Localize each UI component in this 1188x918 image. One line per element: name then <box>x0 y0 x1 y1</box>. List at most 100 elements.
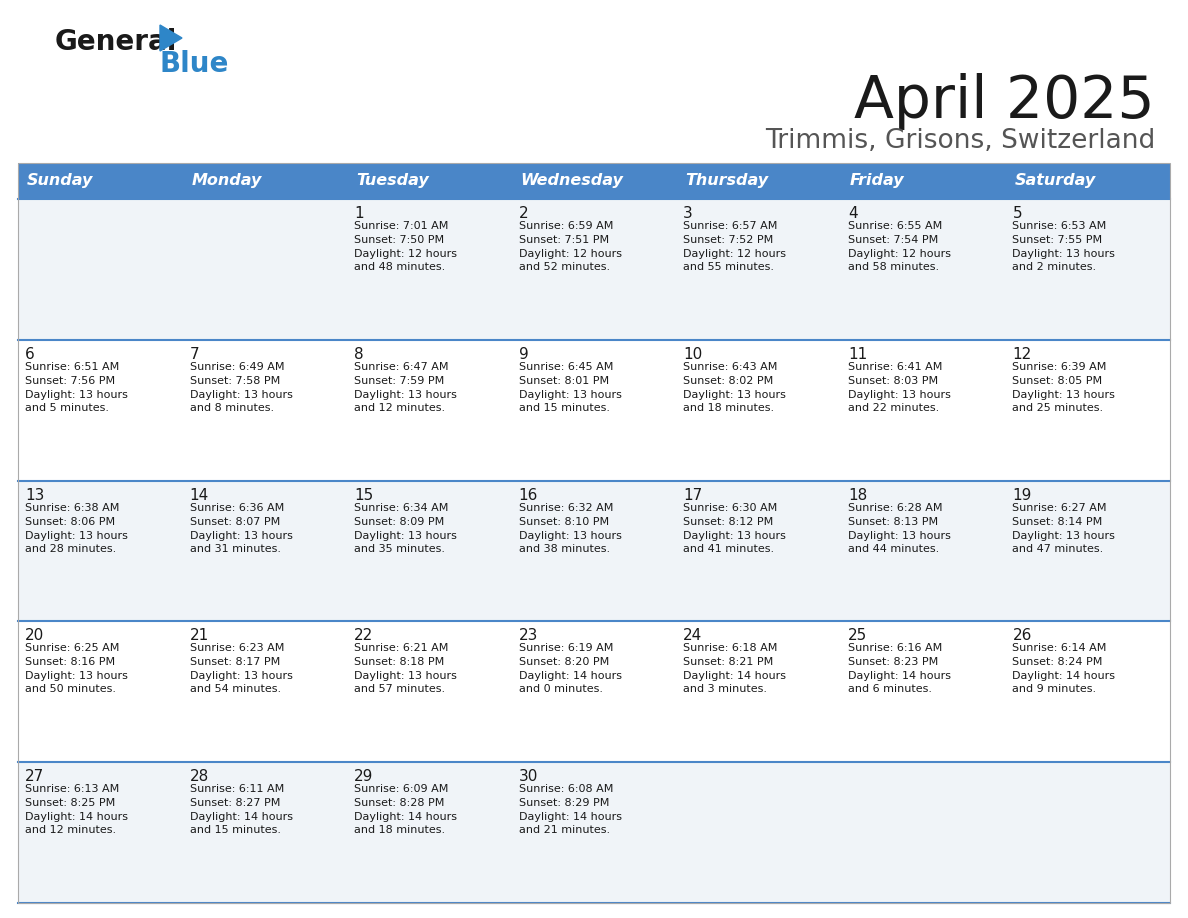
Text: Sunset: 7:54 PM: Sunset: 7:54 PM <box>848 235 939 245</box>
Text: Sunrise: 6:14 AM: Sunrise: 6:14 AM <box>1012 644 1107 654</box>
Text: Sunset: 8:29 PM: Sunset: 8:29 PM <box>519 798 609 808</box>
Text: and 3 minutes.: and 3 minutes. <box>683 685 767 694</box>
Text: Sunset: 8:03 PM: Sunset: 8:03 PM <box>848 375 939 386</box>
Text: Sunrise: 6:30 AM: Sunrise: 6:30 AM <box>683 502 777 512</box>
Text: Sunrise: 6:41 AM: Sunrise: 6:41 AM <box>848 362 942 372</box>
Text: Saturday: Saturday <box>1015 174 1095 188</box>
Text: General: General <box>55 28 177 56</box>
Text: Sunrise: 7:01 AM: Sunrise: 7:01 AM <box>354 221 449 231</box>
Text: and 9 minutes.: and 9 minutes. <box>1012 685 1097 694</box>
Text: Sunrise: 6:47 AM: Sunrise: 6:47 AM <box>354 362 449 372</box>
Text: Sunrise: 6:39 AM: Sunrise: 6:39 AM <box>1012 362 1107 372</box>
Text: Daylight: 13 hours: Daylight: 13 hours <box>354 531 457 541</box>
Text: Daylight: 13 hours: Daylight: 13 hours <box>1012 531 1116 541</box>
Text: and 8 minutes.: and 8 minutes. <box>190 403 273 413</box>
Text: Sunset: 8:07 PM: Sunset: 8:07 PM <box>190 517 280 527</box>
Text: Trimmis, Grisons, Switzerland: Trimmis, Grisons, Switzerland <box>765 128 1155 154</box>
Text: Sunrise: 6:36 AM: Sunrise: 6:36 AM <box>190 502 284 512</box>
Text: and 22 minutes.: and 22 minutes. <box>848 403 939 413</box>
Text: 28: 28 <box>190 769 209 784</box>
Text: Sunrise: 6:27 AM: Sunrise: 6:27 AM <box>1012 502 1107 512</box>
Text: Sunrise: 6:11 AM: Sunrise: 6:11 AM <box>190 784 284 794</box>
Text: and 15 minutes.: and 15 minutes. <box>190 825 280 835</box>
Text: Sunrise: 6:19 AM: Sunrise: 6:19 AM <box>519 644 613 654</box>
Text: 4: 4 <box>848 206 858 221</box>
Text: Daylight: 13 hours: Daylight: 13 hours <box>848 531 950 541</box>
Text: Sunset: 7:55 PM: Sunset: 7:55 PM <box>1012 235 1102 245</box>
Text: and 58 minutes.: and 58 minutes. <box>848 262 939 272</box>
Text: Daylight: 12 hours: Daylight: 12 hours <box>848 249 950 259</box>
Text: 21: 21 <box>190 629 209 644</box>
Text: Sunrise: 6:28 AM: Sunrise: 6:28 AM <box>848 502 942 512</box>
Text: and 57 minutes.: and 57 minutes. <box>354 685 446 694</box>
Text: Sunset: 7:59 PM: Sunset: 7:59 PM <box>354 375 444 386</box>
Text: Sunrise: 6:43 AM: Sunrise: 6:43 AM <box>683 362 778 372</box>
Text: Sunrise: 6:38 AM: Sunrise: 6:38 AM <box>25 502 119 512</box>
Text: Daylight: 14 hours: Daylight: 14 hours <box>25 812 128 823</box>
Text: Tuesday: Tuesday <box>356 174 429 188</box>
Text: Sunset: 8:13 PM: Sunset: 8:13 PM <box>848 517 939 527</box>
Text: Daylight: 14 hours: Daylight: 14 hours <box>354 812 457 823</box>
Text: Sunset: 7:52 PM: Sunset: 7:52 PM <box>683 235 773 245</box>
Text: Daylight: 12 hours: Daylight: 12 hours <box>519 249 621 259</box>
Bar <box>18 481 1170 621</box>
Text: Daylight: 13 hours: Daylight: 13 hours <box>519 390 621 400</box>
Text: and 35 minutes.: and 35 minutes. <box>354 543 446 554</box>
Text: Daylight: 13 hours: Daylight: 13 hours <box>354 671 457 681</box>
Text: 17: 17 <box>683 487 702 502</box>
Text: Daylight: 13 hours: Daylight: 13 hours <box>354 390 457 400</box>
Text: 7: 7 <box>190 347 200 362</box>
Text: and 44 minutes.: and 44 minutes. <box>848 543 939 554</box>
Text: Daylight: 13 hours: Daylight: 13 hours <box>683 390 786 400</box>
Text: and 12 minutes.: and 12 minutes. <box>354 403 446 413</box>
Text: 27: 27 <box>25 769 44 784</box>
Text: Sunset: 8:27 PM: Sunset: 8:27 PM <box>190 798 280 808</box>
Text: Sunset: 8:25 PM: Sunset: 8:25 PM <box>25 798 115 808</box>
Text: Sunrise: 6:34 AM: Sunrise: 6:34 AM <box>354 502 449 512</box>
Text: Sunrise: 6:13 AM: Sunrise: 6:13 AM <box>25 784 119 794</box>
Text: Daylight: 13 hours: Daylight: 13 hours <box>519 531 621 541</box>
Text: Sunset: 8:14 PM: Sunset: 8:14 PM <box>1012 517 1102 527</box>
Text: Sunset: 8:23 PM: Sunset: 8:23 PM <box>848 657 939 667</box>
Bar <box>18 762 1170 903</box>
Text: 23: 23 <box>519 629 538 644</box>
Text: Sunset: 7:50 PM: Sunset: 7:50 PM <box>354 235 444 245</box>
Text: Daylight: 14 hours: Daylight: 14 hours <box>683 671 786 681</box>
Text: and 31 minutes.: and 31 minutes. <box>190 543 280 554</box>
Text: Daylight: 13 hours: Daylight: 13 hours <box>683 531 786 541</box>
Text: and 2 minutes.: and 2 minutes. <box>1012 262 1097 272</box>
Text: and 54 minutes.: and 54 minutes. <box>190 685 280 694</box>
Text: Sunset: 8:20 PM: Sunset: 8:20 PM <box>519 657 609 667</box>
Text: and 38 minutes.: and 38 minutes. <box>519 543 609 554</box>
Text: Daylight: 14 hours: Daylight: 14 hours <box>190 812 292 823</box>
Text: Daylight: 13 hours: Daylight: 13 hours <box>25 531 128 541</box>
Text: Sunset: 8:12 PM: Sunset: 8:12 PM <box>683 517 773 527</box>
Text: Monday: Monday <box>191 174 261 188</box>
Text: 6: 6 <box>25 347 34 362</box>
Text: and 21 minutes.: and 21 minutes. <box>519 825 609 835</box>
Text: Daylight: 14 hours: Daylight: 14 hours <box>519 671 621 681</box>
Text: Sunset: 7:51 PM: Sunset: 7:51 PM <box>519 235 608 245</box>
Text: 3: 3 <box>683 206 693 221</box>
Text: Daylight: 13 hours: Daylight: 13 hours <box>848 390 950 400</box>
Text: April 2025: April 2025 <box>854 73 1155 130</box>
Text: 11: 11 <box>848 347 867 362</box>
Text: Sunset: 8:21 PM: Sunset: 8:21 PM <box>683 657 773 667</box>
Text: Sunrise: 6:18 AM: Sunrise: 6:18 AM <box>683 644 778 654</box>
Text: Sunrise: 6:09 AM: Sunrise: 6:09 AM <box>354 784 449 794</box>
Text: and 47 minutes.: and 47 minutes. <box>1012 543 1104 554</box>
Bar <box>18 621 1170 762</box>
Text: Sunset: 8:16 PM: Sunset: 8:16 PM <box>25 657 115 667</box>
Text: 20: 20 <box>25 629 44 644</box>
Text: and 0 minutes.: and 0 minutes. <box>519 685 602 694</box>
Text: 10: 10 <box>683 347 702 362</box>
Text: Sunrise: 6:49 AM: Sunrise: 6:49 AM <box>190 362 284 372</box>
Text: Sunrise: 6:25 AM: Sunrise: 6:25 AM <box>25 644 119 654</box>
Text: 26: 26 <box>1012 629 1032 644</box>
Text: Sunset: 8:06 PM: Sunset: 8:06 PM <box>25 517 115 527</box>
Text: 15: 15 <box>354 487 373 502</box>
Text: 19: 19 <box>1012 487 1032 502</box>
Text: Daylight: 13 hours: Daylight: 13 hours <box>1012 390 1116 400</box>
Text: and 55 minutes.: and 55 minutes. <box>683 262 775 272</box>
Text: Sunset: 8:18 PM: Sunset: 8:18 PM <box>354 657 444 667</box>
